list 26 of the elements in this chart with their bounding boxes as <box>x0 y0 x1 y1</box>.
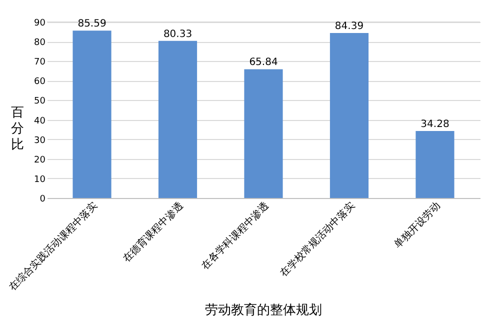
bar <box>72 30 112 198</box>
y-tick-label: 50 <box>34 96 46 107</box>
y-tick-label: 0 <box>40 194 46 204</box>
y-tick-label: 80 <box>34 38 46 48</box>
bar <box>158 40 198 198</box>
y-tick-label: 30 <box>34 136 46 146</box>
y-tick-label: 90 <box>34 18 46 28</box>
y-tick-label: 10 <box>34 174 46 185</box>
y-tick-label: 60 <box>34 77 46 88</box>
y-tick-label: 40 <box>34 116 46 126</box>
data-label: 84.39 <box>334 20 364 32</box>
x-tick-label: 在各学科课程中渗透 <box>199 200 272 272</box>
bar <box>330 32 369 198</box>
bar <box>244 69 283 198</box>
text: 劳动教育的整体规划 <box>205 302 322 318</box>
x-tick-label: 在德育课程中渗透 <box>120 200 186 265</box>
data-label: 65.84 <box>249 57 278 68</box>
data-label: 85.59 <box>78 18 106 30</box>
y-axis-title: 百分比 <box>11 106 24 152</box>
data-label: 80.33 <box>163 28 192 40</box>
x-tick-label: 单独开设劳动 <box>392 200 443 251</box>
bar <box>416 130 454 198</box>
x-tick-label: 在学校常规活动中落实 <box>278 200 358 279</box>
y-tick-label: 70 <box>34 58 46 68</box>
data-label: 34.28 <box>420 118 450 130</box>
y-tick-label: 20 <box>34 155 46 166</box>
